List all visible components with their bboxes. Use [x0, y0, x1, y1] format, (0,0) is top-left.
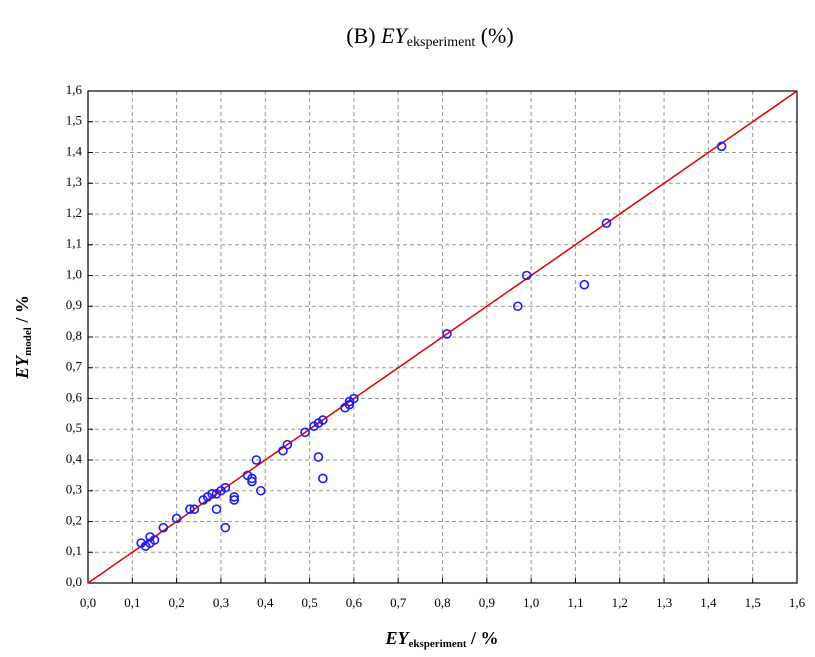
point	[513, 301, 523, 312]
x-tick-label: 0,3	[213, 595, 229, 610]
point	[207, 489, 217, 499]
point	[158, 522, 169, 533]
chart-title: (B) EYeksperiment (%)	[346, 23, 513, 53]
point	[229, 492, 240, 502]
y-tick-label: 1,1	[66, 236, 82, 251]
x-axis-label: EYeksperiment / %	[384, 628, 498, 652]
x-tick-label: 1,4	[700, 595, 717, 610]
y-tick-label: 0,6	[66, 389, 83, 404]
y-label-main: EY	[12, 354, 32, 380]
y-tick-label: 0,8	[66, 328, 82, 343]
point	[189, 504, 200, 515]
point	[251, 455, 262, 465]
y-label-sub: model	[22, 327, 34, 356]
point	[149, 535, 160, 545]
x-tick-label: 0,4	[257, 595, 274, 610]
point	[313, 452, 324, 462]
y-label-suffix: / %	[12, 295, 32, 324]
title-sub: eksperiment	[407, 35, 476, 50]
point	[579, 279, 590, 290]
y-tick-label: 0,1	[66, 543, 82, 558]
x-label-sub: eksperiment	[408, 638, 466, 650]
y-tick-label: 0,0	[66, 574, 82, 589]
point	[211, 504, 222, 515]
y-tick-label: 1,5	[66, 113, 82, 128]
point	[171, 513, 182, 524]
point	[220, 522, 231, 533]
title-main: EY	[380, 23, 409, 48]
point	[282, 439, 293, 450]
x-tick-label: 0,6	[346, 595, 363, 610]
point	[220, 482, 231, 493]
point	[247, 476, 257, 487]
y-tick-label: 0,2	[66, 512, 82, 527]
title-suffix: (%)	[481, 23, 514, 48]
point	[344, 399, 355, 410]
point	[247, 473, 257, 484]
point	[256, 485, 266, 496]
point	[521, 270, 532, 281]
x-label-suffix: / %	[470, 628, 499, 648]
y-tick-label: 1,3	[66, 174, 82, 189]
point	[278, 445, 288, 456]
x-tick-label: 1,3	[656, 595, 672, 610]
y-tick-label: 1,2	[66, 205, 82, 220]
point	[229, 495, 240, 505]
point	[349, 393, 359, 404]
y-tick-label: 1,6	[66, 82, 83, 97]
point	[716, 141, 727, 152]
y-tick-label: 0,9	[66, 297, 82, 312]
point	[185, 504, 195, 515]
x-tick-label: 1,2	[612, 595, 628, 610]
y-tick-label: 0,4	[66, 451, 83, 466]
x-tick-label: 0,9	[479, 595, 495, 610]
x-tick-label: 0,7	[390, 595, 407, 610]
plot-frame	[87, 90, 798, 584]
x-tick-label: 1,0	[523, 595, 539, 610]
y-tick-label: 1,4	[66, 143, 83, 158]
x-tick-label: 0,0	[80, 595, 96, 610]
y-tick-label: 0,3	[66, 482, 82, 497]
y-tick-label: 1,0	[66, 266, 82, 281]
point	[300, 427, 310, 438]
point	[442, 329, 452, 339]
y-tick-label: 0,7	[66, 359, 83, 374]
x-tick-label: 0,1	[124, 595, 140, 610]
x-tick-label: 0,5	[301, 595, 317, 610]
x-label-main: EY	[384, 628, 410, 648]
x-tick-label: 1,1	[567, 595, 583, 610]
x-tick-label: 0,8	[434, 595, 450, 610]
point	[318, 473, 328, 484]
x-tick-label: 1,6	[789, 595, 806, 610]
x-tick-label: 0,2	[169, 595, 185, 610]
x-tick-label: 1,5	[745, 595, 761, 610]
point	[318, 415, 328, 425]
y-tick-label: 0,5	[66, 420, 82, 435]
title-prefix: (B)	[346, 23, 375, 48]
point	[601, 218, 612, 229]
y-axis-label: EYmodel / %	[12, 295, 36, 380]
